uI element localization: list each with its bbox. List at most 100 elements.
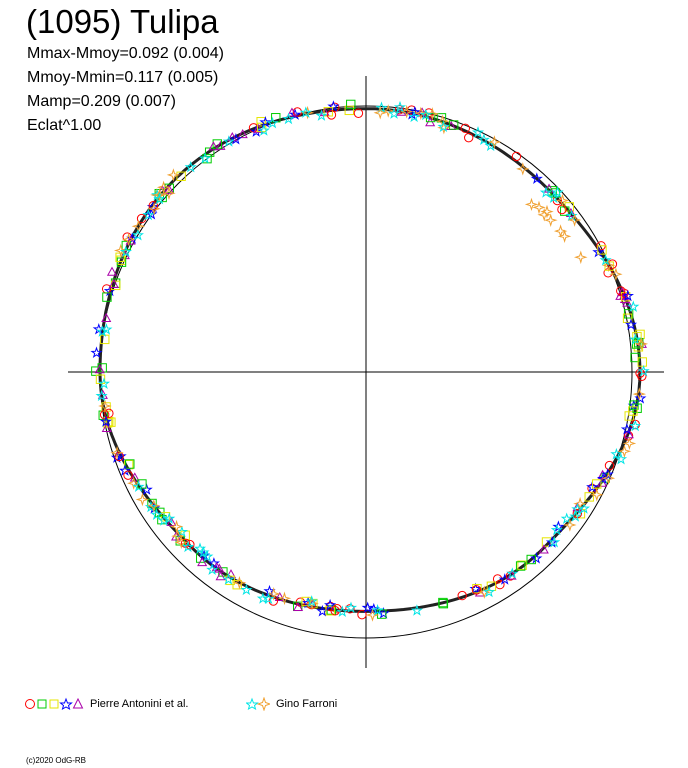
data-point [97, 377, 111, 389]
data-point [95, 389, 108, 402]
data-point [573, 496, 587, 511]
data-point [627, 300, 640, 312]
data-point [299, 106, 312, 118]
data-point [506, 567, 519, 579]
data-point [215, 140, 226, 150]
data-point [181, 540, 195, 553]
data-point [104, 408, 114, 419]
data-point [629, 400, 639, 410]
data-point [344, 601, 358, 614]
data-point [419, 108, 432, 121]
data-point [101, 422, 112, 432]
legend-label-farroni: Gino Farroni [276, 698, 338, 710]
data-point [282, 112, 295, 125]
stat-eclat-exponent: Eclat^1.00 [27, 117, 102, 134]
data-point [198, 152, 212, 164]
chart-axes [68, 76, 664, 668]
data-point [266, 587, 281, 601]
data-point [323, 107, 333, 117]
data-point [532, 200, 546, 215]
data-point [524, 197, 539, 212]
data-point [469, 582, 482, 595]
data-point [344, 105, 354, 116]
data-point [131, 228, 144, 241]
data-point [628, 406, 638, 416]
data-point [171, 529, 185, 543]
data-point [153, 192, 166, 205]
data-point [127, 476, 141, 490]
data-point [622, 313, 633, 323]
data-point [357, 609, 367, 620]
data-point [353, 108, 364, 118]
data-point [125, 459, 135, 469]
data-point [222, 135, 235, 147]
data-point [621, 289, 635, 302]
data-point [620, 423, 634, 435]
data-point [293, 601, 304, 612]
data-point [146, 499, 161, 513]
data-point [257, 124, 270, 136]
data-point [327, 100, 340, 112]
data-point [147, 498, 157, 509]
legend-label-antonini: Pierre Antonini et al. [90, 698, 189, 710]
data-point [371, 604, 384, 616]
data-point [597, 245, 607, 255]
data-point [166, 168, 181, 182]
data-point [629, 333, 642, 345]
data-point [460, 123, 470, 134]
data-point [530, 172, 543, 185]
data-point [100, 323, 113, 335]
data-point [250, 125, 263, 137]
data-point [399, 104, 414, 119]
data-point [438, 597, 448, 608]
data-point [634, 392, 647, 404]
data-point [116, 257, 127, 267]
data-point [301, 596, 311, 607]
data-point [632, 387, 647, 401]
data-point [548, 535, 561, 548]
data-point [135, 492, 150, 507]
data-point [152, 188, 167, 202]
data-point [184, 160, 197, 173]
data-point [624, 318, 638, 330]
legend-symbols-antonini [25, 697, 84, 711]
data-point [543, 213, 558, 228]
data-point [463, 132, 474, 143]
data-point [551, 186, 564, 198]
data-point [623, 429, 634, 439]
data-point [156, 180, 171, 195]
data-point [164, 184, 175, 194]
data-point [437, 120, 450, 133]
data-point [515, 561, 526, 571]
data-point [584, 492, 594, 502]
data-point [229, 133, 242, 145]
data-point [560, 512, 573, 525]
data-point [323, 598, 337, 611]
data-point [526, 554, 536, 565]
data-point [550, 523, 563, 536]
data-point [197, 546, 210, 558]
data-point [197, 557, 208, 567]
data-point [601, 471, 616, 485]
data-point [198, 549, 211, 561]
data-point [373, 105, 388, 120]
data-point [345, 604, 355, 614]
data-point [232, 580, 242, 590]
stat-mean-minus-min: Mmoy-Mmin=0.117 (0.005) [27, 69, 219, 86]
data-point [569, 510, 582, 522]
data-point [305, 595, 318, 607]
data-point [110, 280, 121, 291]
data-point [555, 193, 570, 208]
data-point [637, 364, 650, 377]
data-point [634, 337, 649, 351]
data-point [108, 278, 119, 288]
data-point [516, 162, 530, 176]
stat-max-minus-mean: Mmax-Mmoy=0.092 (0.004) [27, 45, 224, 62]
data-point [123, 470, 133, 480]
data-point [487, 135, 502, 149]
page-title: (1095) Tulipa [26, 3, 219, 40]
data-point [622, 436, 637, 451]
data-point [106, 266, 118, 276]
data-point [477, 585, 491, 599]
data-point [637, 357, 647, 367]
